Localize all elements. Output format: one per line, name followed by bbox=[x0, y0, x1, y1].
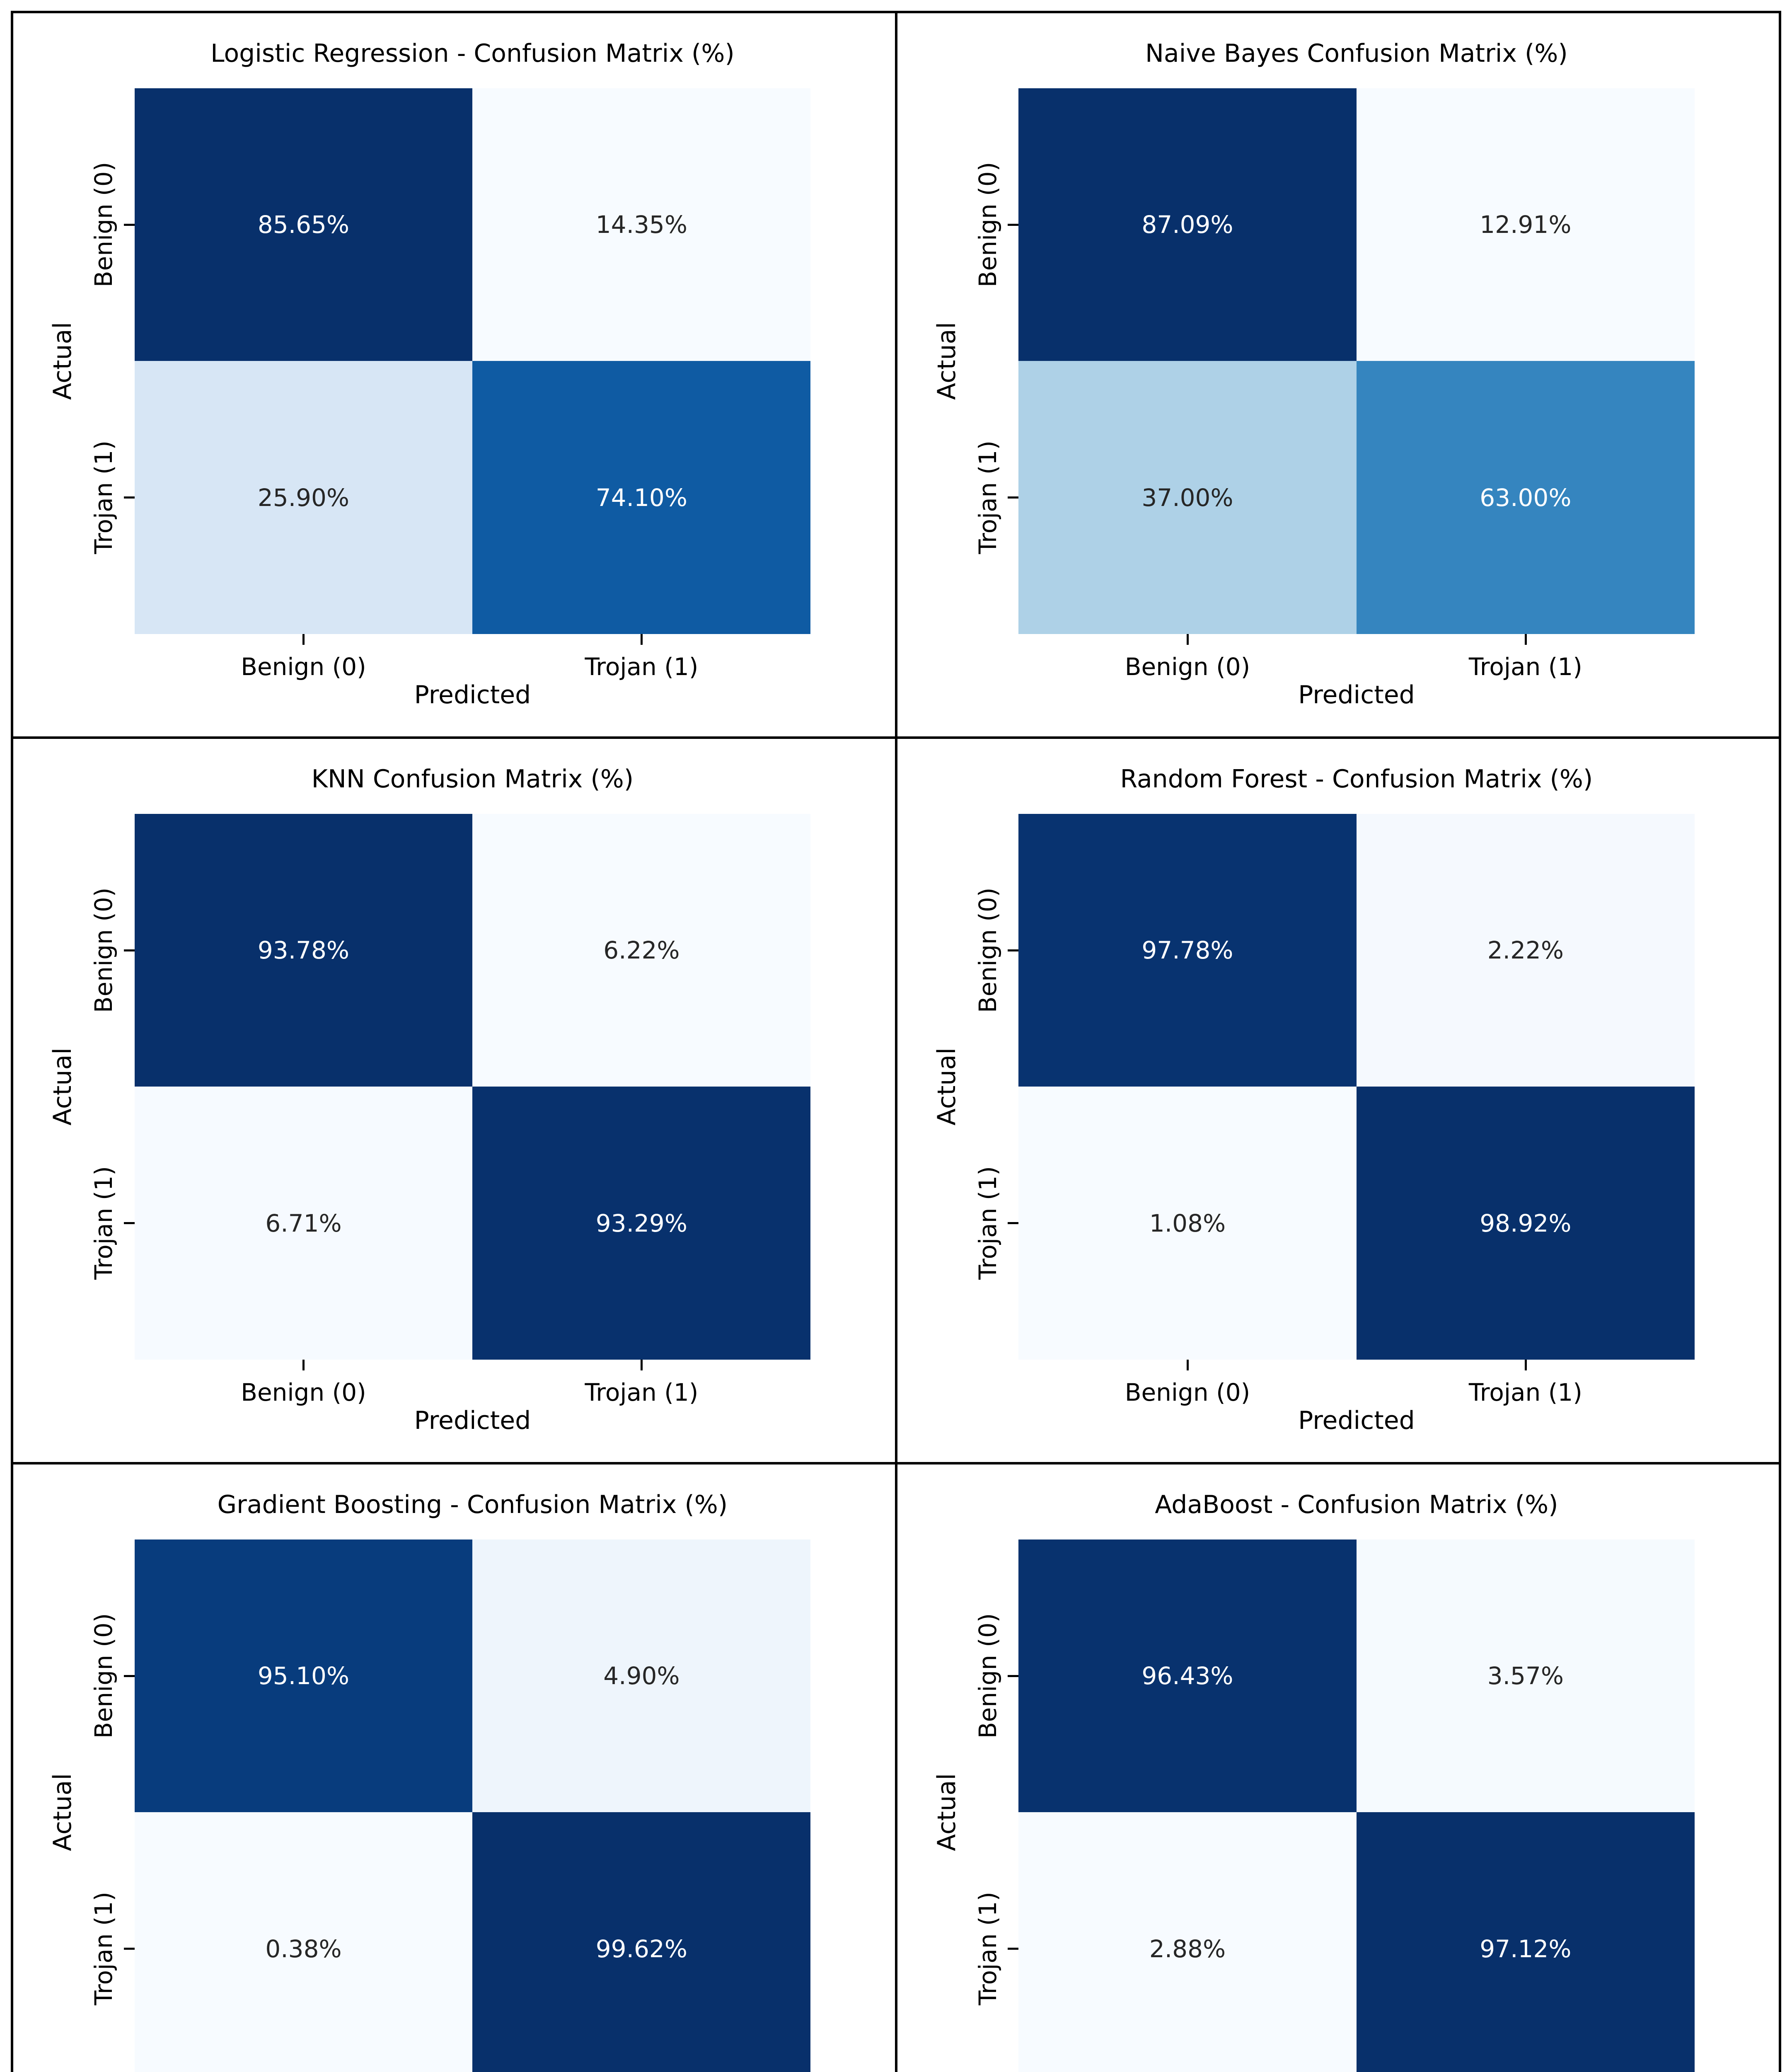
confusion-matrix-heatmap: 96.43% 3.57% 2.88% 97.12% bbox=[1018, 1539, 1695, 2072]
matrix-cell-actual-trojan-pred-benign: 0.38% bbox=[134, 1812, 473, 2072]
chart-title: Naive Bayes Confusion Matrix (%) bbox=[1145, 39, 1568, 68]
y-axis-label: Actual bbox=[932, 1048, 961, 1126]
x-tick-mark bbox=[1524, 634, 1527, 645]
y-tick-mark bbox=[123, 496, 135, 499]
matrix-cell-actual-benign-pred-benign: 95.10% bbox=[134, 1539, 473, 1813]
x-tick-mark bbox=[641, 634, 643, 645]
y-axis-label: Actual bbox=[932, 1773, 961, 1852]
x-tick-mark bbox=[1186, 634, 1189, 645]
y-tick-label-benign: Benign (0) bbox=[89, 162, 118, 287]
x-tick-labels: Benign (0) Trojan (1) bbox=[135, 1378, 811, 1407]
y-tick-mark bbox=[123, 1948, 135, 1950]
y-axis-label: Actual bbox=[48, 1773, 77, 1852]
panel-adaboost: AdaBoost - Confusion Matrix (%) Actual B… bbox=[897, 1464, 1779, 2072]
matrix-cell-actual-trojan-pred-benign: 25.90% bbox=[134, 361, 473, 634]
matrix-cell-actual-trojan-pred-benign: 1.08% bbox=[1018, 1087, 1357, 1360]
y-tick-mark bbox=[123, 949, 135, 951]
confusion-matrix-heatmap: 93.78% 6.22% 6.71% 93.29% bbox=[134, 813, 811, 1360]
y-tick-mark bbox=[1008, 1948, 1019, 1950]
chart-title: Logistic Regression - Confusion Matrix (… bbox=[210, 39, 735, 68]
matrix-cell-actual-benign-pred-benign: 96.43% bbox=[1018, 1539, 1357, 1813]
matrix-cell-actual-benign-pred-trojan: 3.57% bbox=[1356, 1539, 1695, 1813]
chart-title: KNN Confusion Matrix (%) bbox=[311, 764, 634, 794]
matrix-cell-actual-benign-pred-trojan: 4.90% bbox=[472, 1539, 811, 1813]
x-tick-label-benign: Benign (0) bbox=[1125, 652, 1250, 681]
x-tick-mark bbox=[1186, 1360, 1189, 1371]
confusion-matrix-heatmap: 85.65% 14.35% 25.90% 74.10% bbox=[134, 88, 811, 634]
matrix-cell-actual-trojan-pred-trojan: 93.29% bbox=[472, 1087, 811, 1360]
panel-random-forest: Random Forest - Confusion Matrix (%) Act… bbox=[897, 739, 1779, 1462]
matrix-cell-actual-trojan-pred-trojan: 99.62% bbox=[472, 1812, 811, 2072]
confusion-matrix-heatmap: 95.10% 4.90% 0.38% 99.62% bbox=[134, 1539, 811, 2072]
x-axis-label: Predicted bbox=[1298, 680, 1415, 709]
y-tick-label-trojan: Trojan (1) bbox=[973, 1166, 1002, 1280]
x-tick-label-benign: Benign (0) bbox=[241, 1378, 366, 1406]
x-tick-labels: Benign (0) Trojan (1) bbox=[1018, 1378, 1695, 1407]
matrix-cell-actual-trojan-pred-trojan: 74.10% bbox=[472, 361, 811, 634]
matrix-cell-actual-benign-pred-trojan: 6.22% bbox=[472, 813, 811, 1087]
y-tick-label-benign: Benign (0) bbox=[89, 887, 118, 1013]
x-axis-label: Predicted bbox=[414, 680, 531, 709]
y-tick-label-trojan: Trojan (1) bbox=[973, 1892, 1002, 2006]
panel-knn: KNN Confusion Matrix (%) Actual Benign (… bbox=[13, 739, 895, 1462]
x-axis-label: Predicted bbox=[414, 1406, 531, 1435]
x-tick-labels: Benign (0) Trojan (1) bbox=[135, 653, 811, 682]
chart-title: Gradient Boosting - Confusion Matrix (%) bbox=[217, 1490, 728, 1519]
panel-logistic-regression: Logistic Regression - Confusion Matrix (… bbox=[13, 13, 895, 736]
y-tick-mark bbox=[1008, 1222, 1019, 1225]
matrix-cell-actual-trojan-pred-trojan: 97.12% bbox=[1356, 1812, 1695, 2072]
matrix-cell-actual-trojan-pred-benign: 2.88% bbox=[1018, 1812, 1357, 2072]
matrix-cell-actual-benign-pred-benign: 87.09% bbox=[1018, 88, 1357, 361]
x-tick-label-trojan: Trojan (1) bbox=[585, 1378, 699, 1406]
y-axis-label: Actual bbox=[48, 1048, 77, 1126]
x-tick-label-trojan: Trojan (1) bbox=[1468, 652, 1582, 681]
panel-naive-bayes: Naive Bayes Confusion Matrix (%) Actual … bbox=[897, 13, 1779, 736]
x-tick-label-trojan: Trojan (1) bbox=[585, 652, 699, 681]
matrix-cell-actual-trojan-pred-trojan: 98.92% bbox=[1356, 1087, 1695, 1360]
y-axis-label: Actual bbox=[932, 322, 961, 400]
matrix-cell-actual-trojan-pred-trojan: 63.00% bbox=[1356, 361, 1695, 634]
x-tick-label-benign: Benign (0) bbox=[241, 652, 366, 681]
y-tick-mark bbox=[123, 1222, 135, 1225]
matrix-cell-actual-benign-pred-trojan: 2.22% bbox=[1356, 813, 1695, 1087]
y-tick-mark bbox=[1008, 496, 1019, 499]
y-tick-label-trojan: Trojan (1) bbox=[89, 1892, 118, 2006]
y-axis-label: Actual bbox=[48, 322, 77, 400]
y-tick-label-benign: Benign (0) bbox=[89, 1613, 118, 1738]
y-tick-label-benign: Benign (0) bbox=[973, 162, 1002, 287]
matrix-cell-actual-benign-pred-trojan: 12.91% bbox=[1356, 88, 1695, 361]
chart-title: AdaBoost - Confusion Matrix (%) bbox=[1155, 1490, 1558, 1519]
x-axis-label: Predicted bbox=[1298, 1406, 1415, 1435]
confusion-matrix-heatmap: 97.78% 2.22% 1.08% 98.92% bbox=[1018, 813, 1695, 1360]
matrix-cell-actual-trojan-pred-benign: 37.00% bbox=[1018, 361, 1357, 634]
x-tick-mark bbox=[302, 634, 305, 645]
x-tick-labels: Benign (0) Trojan (1) bbox=[1018, 653, 1695, 682]
confusion-matrix-heatmap: 87.09% 12.91% 37.00% 63.00% bbox=[1018, 88, 1695, 634]
y-tick-mark bbox=[1008, 949, 1019, 951]
x-tick-label-trojan: Trojan (1) bbox=[1468, 1378, 1582, 1406]
y-tick-label-trojan: Trojan (1) bbox=[973, 441, 1002, 554]
x-tick-mark bbox=[302, 1360, 305, 1371]
panel-gradient-boosting: Gradient Boosting - Confusion Matrix (%)… bbox=[13, 1464, 895, 2072]
matrix-cell-actual-benign-pred-benign: 93.78% bbox=[134, 813, 473, 1087]
x-tick-mark bbox=[1524, 1360, 1527, 1371]
matrix-cell-actual-trojan-pred-benign: 6.71% bbox=[134, 1087, 473, 1360]
matrix-cell-actual-benign-pred-benign: 97.78% bbox=[1018, 813, 1357, 1087]
y-tick-label-trojan: Trojan (1) bbox=[89, 1166, 118, 1280]
x-tick-mark bbox=[641, 1360, 643, 1371]
chart-title: Random Forest - Confusion Matrix (%) bbox=[1120, 764, 1593, 794]
y-tick-mark bbox=[123, 223, 135, 226]
y-tick-label-benign: Benign (0) bbox=[973, 887, 1002, 1013]
y-tick-label-benign: Benign (0) bbox=[973, 1613, 1002, 1738]
figure-frame: Logistic Regression - Confusion Matrix (… bbox=[11, 11, 1781, 2072]
y-tick-mark bbox=[1008, 223, 1019, 226]
y-tick-mark bbox=[1008, 1675, 1019, 1677]
y-tick-label-trojan: Trojan (1) bbox=[89, 441, 118, 554]
matrix-cell-actual-benign-pred-trojan: 14.35% bbox=[472, 88, 811, 361]
x-tick-label-benign: Benign (0) bbox=[1125, 1378, 1250, 1406]
matrix-cell-actual-benign-pred-benign: 85.65% bbox=[134, 88, 473, 361]
y-tick-mark bbox=[123, 1675, 135, 1677]
